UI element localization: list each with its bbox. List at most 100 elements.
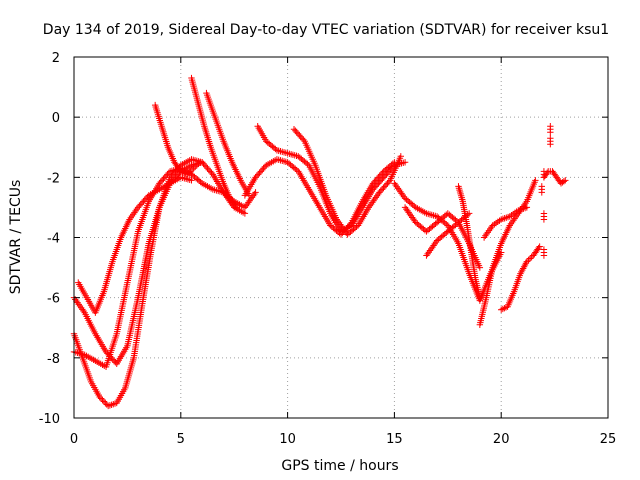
y-axis-label: SDTVAR / TECUs: [8, 180, 24, 295]
x-tick-label: 15: [386, 432, 403, 447]
data-point-marker: [380, 184, 387, 192]
data-point-marker: [136, 202, 143, 210]
data-point-marker: [297, 133, 304, 140]
data-point-marker: [184, 171, 191, 178]
data-point-marker: [372, 183, 379, 190]
data-point-marker: [498, 306, 505, 313]
data-point-marker: [100, 398, 108, 405]
data-point-marker: [377, 177, 385, 184]
data-point-marker: [381, 172, 389, 180]
data-point-marker: [158, 177, 166, 184]
data-point-marker: [241, 210, 249, 217]
data-point-marker: [540, 174, 548, 181]
data-point-marker: [201, 162, 209, 169]
data-point-marker: [543, 169, 551, 177]
data-point-marker: [188, 177, 195, 184]
data-point-marker: [298, 135, 306, 142]
y-tick-label: 2: [52, 51, 60, 66]
data-point-marker: [102, 348, 110, 356]
data-point-marker: [170, 169, 178, 177]
data-point-marker: [208, 169, 215, 177]
data-point-marker: [179, 168, 186, 176]
data-point-marker: [378, 186, 386, 193]
y-tick-label: -10: [39, 412, 60, 427]
data-point-marker: [255, 171, 262, 178]
data-point-marker: [190, 165, 197, 172]
data-point-marker: [376, 172, 383, 180]
data-point-marker: [385, 178, 392, 186]
data-point-marker: [232, 202, 239, 210]
data-point-marker: [96, 393, 103, 401]
data-point-marker: [377, 187, 384, 195]
data-point-marker: [140, 198, 147, 205]
data-point-marker: [294, 130, 302, 137]
data-point-marker: [156, 180, 163, 187]
data-point-marker: [205, 166, 213, 174]
data-point-marker: [296, 132, 303, 139]
data-point-marker: [196, 159, 204, 166]
data-point-marker: [385, 168, 393, 175]
chart-title: Day 134 of 2019, Sidereal Day-to-day VTE…: [43, 22, 609, 38]
series-3: [70, 156, 206, 410]
x-axis-label: GPS time / hours: [281, 458, 398, 474]
x-tick-label: 0: [70, 432, 78, 447]
data-point-marker: [369, 180, 377, 187]
y-tick-label: -2: [47, 171, 60, 186]
data-point-marker: [371, 184, 378, 192]
data-point-marker: [387, 166, 394, 174]
data-point-marker: [206, 168, 214, 175]
series-6: [188, 74, 240, 211]
data-point-marker: [174, 171, 182, 178]
data-point-marker: [272, 145, 279, 153]
data-point-marker: [376, 178, 383, 186]
data-point-marker: [304, 160, 311, 168]
data-point-marker: [252, 189, 259, 196]
x-tick-label: 20: [493, 432, 510, 447]
series-19: [538, 123, 554, 259]
data-point-marker: [528, 253, 535, 261]
data-point-marker: [384, 169, 391, 177]
data-point-marker: [377, 171, 385, 178]
data-point-marker: [562, 177, 569, 184]
data-point-marker: [523, 204, 531, 211]
data-point-marker: [397, 153, 405, 160]
data-point-marker: [99, 396, 106, 404]
series-17: [498, 243, 543, 313]
data-point-marker: [141, 196, 148, 204]
data-point-marker: [177, 168, 184, 175]
data-point-marker: [134, 204, 142, 211]
data-point-marker: [256, 169, 263, 177]
data-point-marker: [380, 174, 387, 181]
series-7: [203, 89, 253, 199]
data-point-marker: [185, 169, 193, 177]
data-point-marker: [540, 216, 548, 223]
data-point-marker: [188, 166, 196, 174]
data-point-marker: [501, 304, 508, 312]
data-point-marker: [110, 357, 118, 365]
data-point-marker: [379, 169, 386, 177]
data-point-marker: [142, 195, 150, 202]
series-10: [290, 126, 405, 238]
data-point-marker: [538, 189, 545, 196]
data-point-marker: [560, 178, 568, 185]
x-tick-label: 5: [177, 432, 185, 447]
data-point-marker: [259, 166, 266, 174]
data-point-marker: [373, 175, 381, 183]
y-tick-label: 0: [52, 111, 60, 126]
data-point-marker: [138, 199, 146, 207]
data-point-marker: [161, 174, 168, 181]
data-series: [70, 74, 569, 410]
data-point-marker: [373, 181, 381, 189]
x-tick-label: 25: [600, 432, 617, 447]
data-point-marker: [204, 165, 211, 172]
data-point-marker: [540, 252, 548, 259]
data-point-marker: [109, 356, 116, 363]
y-tick-label: -4: [47, 232, 60, 247]
data-point-marker: [160, 175, 167, 183]
data-point-marker: [137, 201, 144, 208]
data-point-marker: [372, 177, 379, 184]
data-point-marker: [547, 141, 554, 148]
data-point-marker: [382, 181, 390, 189]
